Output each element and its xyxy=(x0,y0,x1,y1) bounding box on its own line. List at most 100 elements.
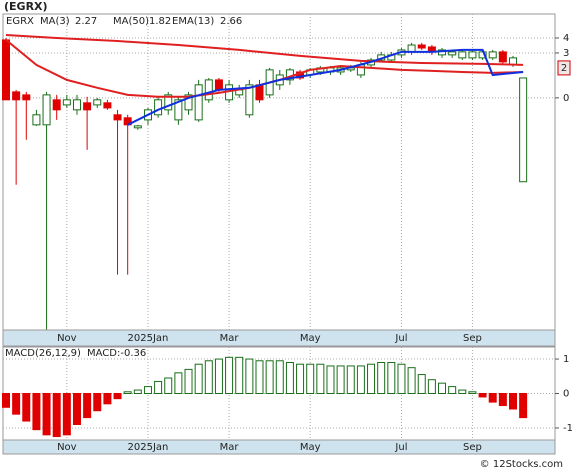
macd-bar xyxy=(174,372,183,395)
candle-body xyxy=(93,99,102,106)
x-tick-label: Sep xyxy=(463,333,482,344)
legend-value: 2.27 xyxy=(75,16,97,27)
price-tag-label: 2 xyxy=(561,63,567,74)
candle-body xyxy=(62,99,71,106)
macd-bar xyxy=(427,379,436,395)
macd-bar xyxy=(214,358,223,394)
macd-bar xyxy=(42,393,51,436)
candle-body xyxy=(519,77,528,183)
x-tick-label: May xyxy=(300,333,321,344)
copyright: © 12Stocks.com xyxy=(480,459,563,470)
macd-bar xyxy=(62,393,71,436)
macd-bar xyxy=(93,393,102,412)
plot-area xyxy=(2,13,556,331)
x-tick-label: Mar xyxy=(220,333,240,344)
macd-bar xyxy=(387,362,396,394)
candle-body xyxy=(113,114,122,121)
macd-bar xyxy=(458,389,467,394)
macd-title: MACD(26,12,9) xyxy=(5,348,81,359)
macd-bar xyxy=(133,389,142,394)
candle-body xyxy=(448,51,457,56)
x-tick-label: Sep xyxy=(463,442,482,453)
macd-bar xyxy=(509,393,517,410)
x-tick-label: Nov xyxy=(57,442,77,453)
legend-name: EMA(13) xyxy=(172,16,214,27)
macd-bar xyxy=(296,363,305,395)
candle-body xyxy=(52,99,61,111)
x-tick-label: 2025Jan xyxy=(128,333,169,344)
candle-body xyxy=(214,79,223,91)
macd-bar xyxy=(519,393,528,419)
candle-body xyxy=(42,94,51,126)
macd-bar xyxy=(12,393,21,415)
macd-bar xyxy=(417,374,426,394)
macd-bar xyxy=(103,393,112,405)
candle-body xyxy=(245,84,254,116)
ma-line xyxy=(127,48,524,126)
legend-name: MA(50) xyxy=(113,16,149,27)
macd-bar xyxy=(225,356,234,395)
candle-body xyxy=(184,94,193,111)
candle-body xyxy=(458,51,467,59)
candle-body xyxy=(255,84,264,101)
candle-body xyxy=(154,99,163,116)
macd-bar xyxy=(255,360,264,394)
candle-body xyxy=(164,94,173,111)
macd-bar xyxy=(184,368,193,394)
macd-bar xyxy=(488,393,497,403)
price-tag xyxy=(557,60,571,76)
x-tick-label: May xyxy=(300,442,321,453)
candle-body xyxy=(194,84,203,121)
macd-bar xyxy=(285,362,294,394)
candle-body xyxy=(22,94,31,101)
macd-bar xyxy=(356,365,365,395)
macd-label: MACD:-0.36 xyxy=(87,348,146,359)
macd-bar xyxy=(275,360,284,394)
candle-body xyxy=(12,91,21,101)
y-tick-label: 4 xyxy=(563,33,569,44)
macd-bar xyxy=(204,360,213,394)
macd-bar xyxy=(316,363,325,395)
legend-value: 1.82 xyxy=(149,16,171,27)
candle-body xyxy=(133,125,142,129)
macd-bar xyxy=(194,363,203,395)
ma-line xyxy=(5,34,524,66)
macd-bar xyxy=(154,380,163,395)
chart-title: (EGRX) xyxy=(4,0,48,13)
candle-body xyxy=(407,44,416,53)
macd-bar xyxy=(52,393,61,438)
candle-body xyxy=(488,51,497,59)
macd-bar xyxy=(2,393,10,408)
y-tick-label: -1 xyxy=(563,423,573,434)
macd-bar xyxy=(336,365,345,395)
macd-bar xyxy=(72,393,81,425)
macd-bar xyxy=(367,363,376,395)
y-tick-label: 1 xyxy=(563,354,569,365)
candle-body xyxy=(123,117,132,126)
macd-bar xyxy=(83,393,92,419)
candle-body xyxy=(174,99,183,121)
macd-bar xyxy=(123,391,132,394)
macd-bar xyxy=(377,362,386,394)
candle-body xyxy=(498,51,507,63)
x-tick-label: Jul xyxy=(394,333,407,344)
legend-name: MA(3) xyxy=(40,16,70,27)
y-tick-label: 0 xyxy=(563,389,569,400)
macd-bar xyxy=(22,393,31,422)
candle-body xyxy=(417,44,426,49)
candle-body xyxy=(2,39,10,101)
macd-bar xyxy=(498,393,507,407)
macd-bar xyxy=(32,393,41,431)
macd-bar xyxy=(478,393,487,398)
candle-body xyxy=(103,102,112,109)
macd-bar xyxy=(468,391,477,394)
macd-bar xyxy=(265,360,274,394)
y-tick-label: 3 xyxy=(563,48,569,59)
x-tick-label: 2025Jan xyxy=(128,442,169,453)
x-tick-label: Jul xyxy=(394,442,407,453)
macd-bar xyxy=(164,377,173,394)
candle-body xyxy=(32,114,41,126)
x-tick-label: Mar xyxy=(220,442,240,453)
macd-bar xyxy=(143,386,152,395)
